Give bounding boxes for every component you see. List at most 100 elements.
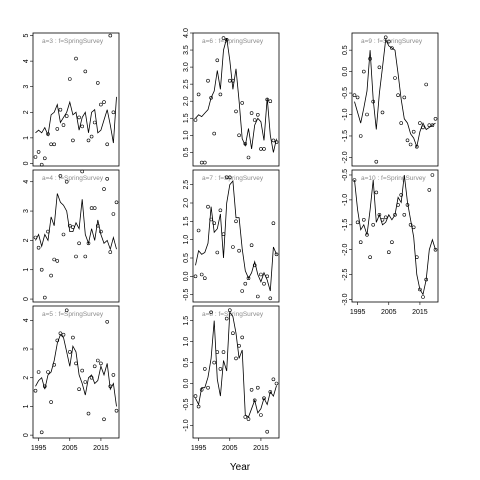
data-point [105,177,109,181]
fit-line [354,37,436,149]
data-point [193,118,198,122]
data-point [365,112,369,117]
data-point [259,413,263,417]
data-point [96,358,100,363]
data-point [64,308,69,313]
data-point [49,400,53,404]
y-tick-label: 1 [23,268,30,272]
y-tick-label: 0.5 [183,147,190,157]
data-point [411,129,416,134]
y-tick-label: 1.0 [183,235,190,245]
panel-label: a=10 : f=SpringSurvey [361,175,426,182]
data-point [240,289,244,293]
data-point [352,93,357,97]
data-point [262,147,266,151]
data-point [405,138,410,143]
data-point [218,367,223,371]
data-point [262,281,266,286]
data-point [203,276,207,281]
panel-label: a=8 : f=SpringSurvey [202,311,264,318]
data-point [274,252,279,257]
data-point [68,77,72,81]
y-tick-label: 2.0 [183,198,190,208]
data-point [80,169,84,174]
y-tick-label: 3 [23,209,30,213]
data-point [243,142,248,146]
data-point [196,228,201,233]
data-point [383,35,388,40]
x-tick-label: 1995 [350,309,366,316]
y-tick-label: -0.5 [183,289,190,301]
y-tick-label: 4.0 [183,28,190,38]
data-point [234,356,238,361]
data-point [92,364,97,369]
data-point [246,417,251,421]
data-point [265,274,270,279]
fit-line [195,37,277,153]
data-point [36,370,41,374]
data-point [61,123,66,127]
y-tick-label: 0 [23,433,30,437]
y-tick-label: 3 [23,85,30,89]
data-point [80,368,84,373]
y-tick-label: 4 [23,59,30,63]
data-point [55,338,60,343]
data-point [61,232,66,237]
data-point [83,380,88,384]
y-tick-label: -1.5 [342,219,349,231]
data-point [421,125,425,130]
y-tick-label: -2.5 [342,268,349,280]
y-tick-label: 4 [23,180,30,184]
data-point [228,175,232,180]
data-point [203,160,207,165]
data-point [99,229,103,234]
y-tick-label: -1.0 [342,194,349,206]
data-point [111,212,116,216]
y-tick-label: 1.5 [183,316,190,326]
y-tick-label: 0.0 [342,67,349,77]
panel-label: a=6 : f=SpringSurvey [202,38,264,45]
y-tick-label: 2.0 [183,96,190,106]
fit-line [35,96,117,144]
data-point [111,373,116,377]
y-tick-label: -0.5 [342,87,349,99]
data-point [405,203,410,207]
y-tick-label: 0.0 [183,271,190,281]
data-point [49,142,53,147]
data-point [433,247,438,252]
panel-frame [32,169,120,303]
data-point [402,213,407,217]
data-point [374,159,379,164]
y-tick-label: 4 [23,318,30,322]
data-point [89,134,94,139]
data-point [46,370,50,374]
data-point [55,127,60,131]
data-point [42,295,47,300]
data-point [252,263,257,268]
data-point [243,281,248,286]
data-point [86,138,91,143]
data-point [77,387,81,392]
data-point [99,361,103,366]
data-point [74,361,78,366]
data-point [399,193,404,197]
data-point [52,362,57,367]
panel-label: a=3 : f=SpringSurvey [42,38,104,45]
data-point [255,113,260,117]
data-point [271,221,276,225]
data-point [380,110,385,115]
data-point [414,255,419,260]
data-point [433,117,438,121]
data-point [196,92,201,97]
panel-label: a=7 : f=SpringSurvey [202,175,264,182]
y-tick-label: 2.5 [183,180,190,190]
data-point [396,203,400,207]
data-point [68,350,72,354]
data-point [203,367,207,371]
y-tick-label: -2.0 [342,151,349,163]
data-point [111,110,116,115]
data-point [393,76,397,80]
data-point [414,144,419,149]
data-point [352,178,357,182]
data-point [199,272,204,277]
